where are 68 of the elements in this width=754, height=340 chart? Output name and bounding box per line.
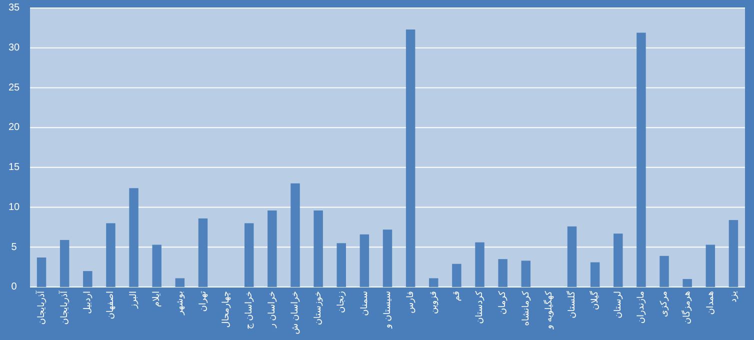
bar [728,220,738,287]
x-tick-label: چهارمحال [220,291,232,328]
bar [706,244,716,287]
x-tick-label: گلستان [565,290,576,318]
x-tick-label: آذربایجان [34,290,47,325]
x-tick-label: خراسان ج [243,291,254,330]
x-tick-label: خراسان ر [266,291,278,329]
x-tick-label: کردستان [474,290,486,324]
x-tick-label: کرمانشاه [520,290,532,326]
y-tick-label: 0 [11,282,18,293]
x-tick-label: سمنان [358,291,369,316]
bar [198,218,208,287]
y-tick-label: 30 [8,42,20,54]
bar [614,234,623,287]
x-tick-label: اصفهان [105,291,116,320]
bar [36,258,46,287]
x-tick-label: قم [451,291,462,302]
y-tick-label: 35 [8,2,20,14]
x-tick-label: مازندران [636,290,647,324]
bar [636,32,646,287]
x-tick-label: لرستان [612,291,624,318]
bar [475,242,484,287]
bar [152,244,162,287]
bar [452,264,462,287]
y-tick-label: 20 [8,122,20,134]
bar [429,278,438,287]
x-tick-label: ایلام [151,291,162,307]
y-tick-label: 5 [11,242,18,253]
bar [244,223,254,287]
x-tick-label: زنجان [336,291,347,314]
bar [106,223,116,287]
x-tick-label: مرکزی [658,290,670,318]
y-tick-label: 25 [8,82,20,94]
bar [682,279,692,287]
x-tick-label: سیستان و [382,291,393,330]
bar [406,30,416,287]
x-tick-label: قزوین [428,291,440,314]
x-tick-label: گیلان [588,290,600,310]
bar [521,260,530,287]
x-tick-label: کهگیلویه و [542,290,554,330]
x-tick-label: خراسان ش [290,291,301,334]
bar [382,230,392,287]
x-tick-label: همدان [704,290,715,315]
bar [336,243,346,287]
bar [129,188,138,287]
x-tick-label: البرز [128,291,140,310]
x-tick-label: فارس [404,291,416,314]
bar [268,210,277,287]
x-tick-label: اردبیل [82,291,94,314]
bar [590,262,600,287]
y-tick-label: 10 [8,202,20,213]
bar [60,240,70,287]
bar [498,259,508,287]
x-tick-label: کرمان [497,290,508,314]
y-tick-label: 15 [8,162,20,174]
x-tick-label: هرمزگان [680,290,693,324]
bar [290,183,300,287]
x-tick-label: آذربایجان [58,290,70,325]
bar [83,271,92,287]
x-tick-label: یزد [728,290,739,302]
bar [175,278,185,287]
x-tick-label: تهران [197,290,208,312]
bar [314,210,323,287]
bar [660,256,669,287]
bar [360,234,370,287]
bar [567,226,577,287]
x-tick-label: بوشهر [174,291,186,316]
x-tick-label: خوزستان [312,291,324,326]
